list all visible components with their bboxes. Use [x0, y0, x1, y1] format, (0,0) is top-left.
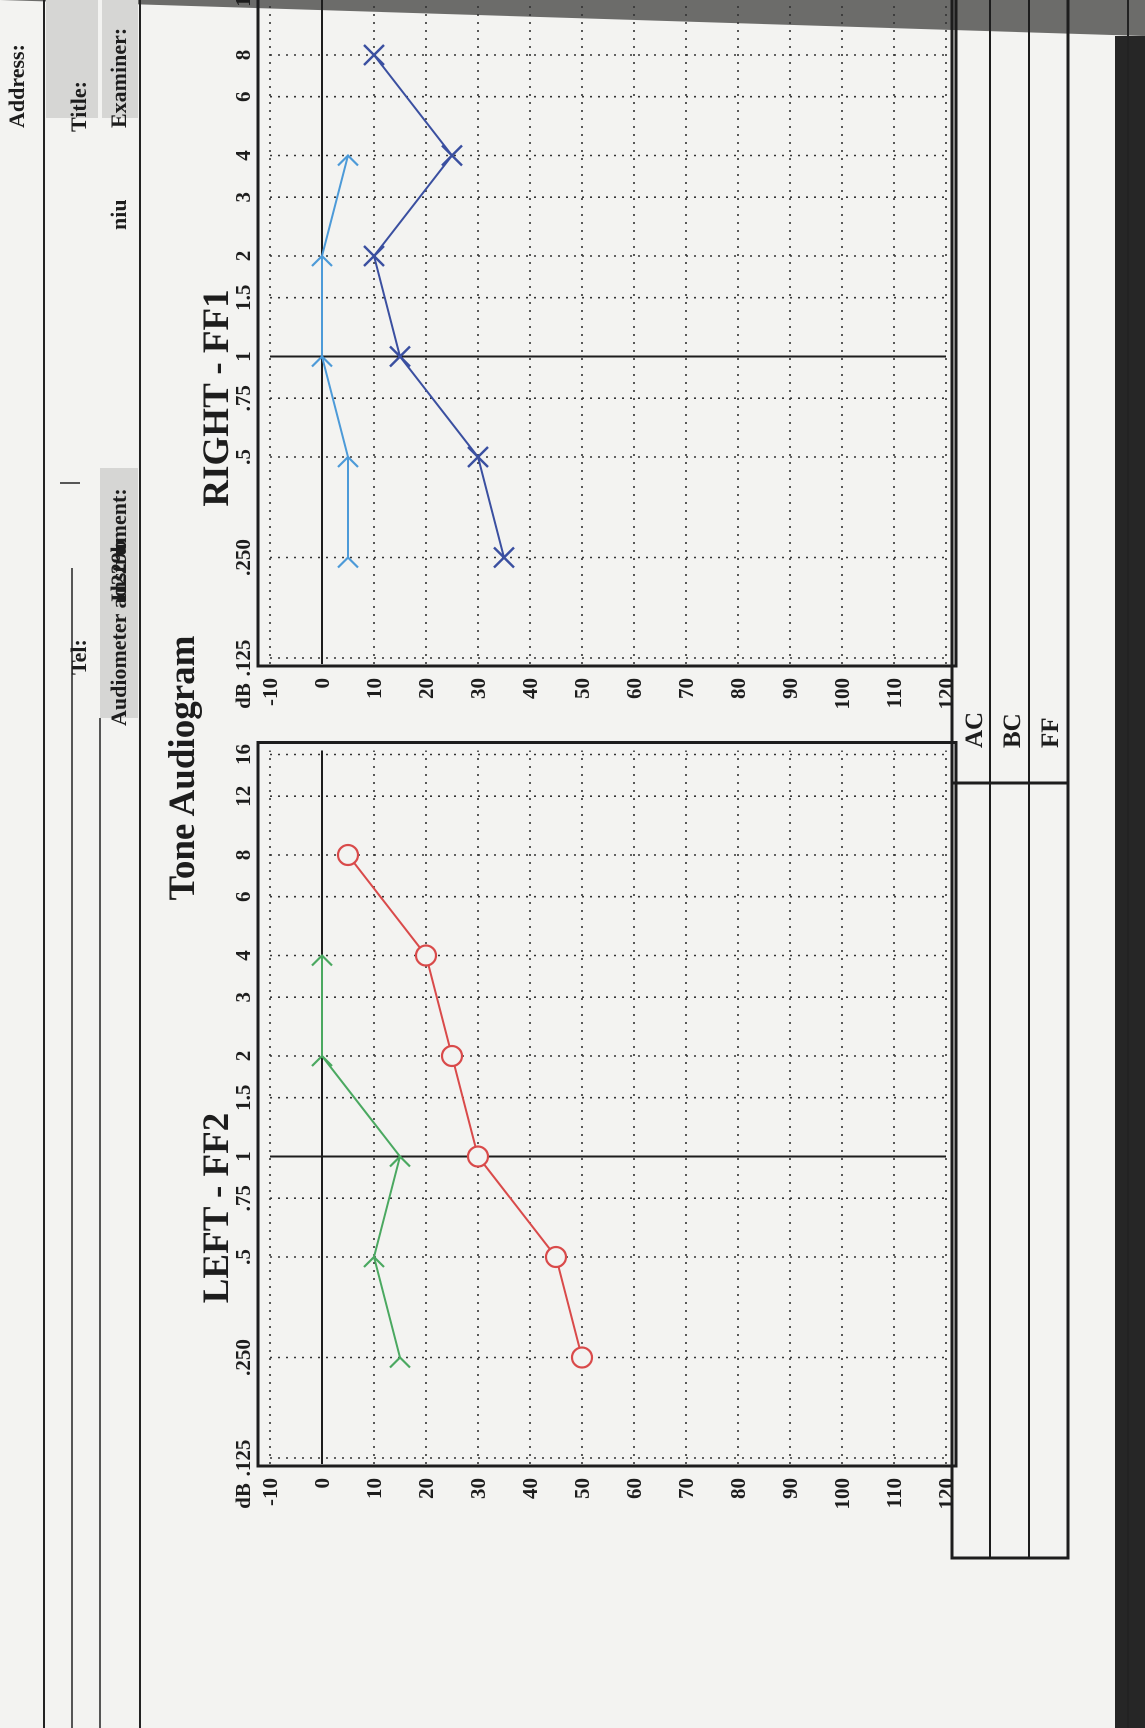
page-edge-shadow [1115, 36, 1145, 1728]
